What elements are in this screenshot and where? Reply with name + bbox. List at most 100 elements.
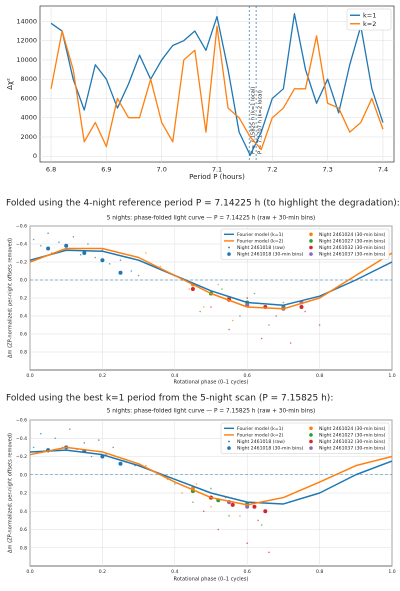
y-tick-label: −0.4 [16,242,27,248]
raw-point [97,439,100,441]
y-axis-label: Δχ² [6,78,14,90]
raw-point [79,254,82,256]
legend-swatch [309,245,313,250]
x-axis-label: Rotational phase (0–1 cycles) [174,380,249,386]
x-tick-label: 0.8 [316,569,323,575]
x-tick-label: 1.0 [388,373,395,379]
raw-point [40,432,42,435]
raw-point [257,519,259,522]
bin-point [64,243,69,248]
raw-point [108,263,111,265]
legend-swatch [309,252,313,256]
bin-point [118,461,123,466]
y-tick-label: −0.2 [16,454,27,460]
x-tick-label: 7.3 [322,166,332,174]
raw-point [228,328,230,331]
raw-point [40,245,42,247]
bin-point [46,246,51,251]
x-axis-label: Period P (hours) [189,173,245,181]
raw-point [192,501,194,503]
y-tick-label: 0 [33,152,37,160]
raw-point [260,524,263,526]
legend-label: Night 2461037 (30-min bins) [319,446,386,452]
legend-swatch [309,433,313,437]
y-tick-label: 2000 [20,133,37,141]
series-line [50,25,384,151]
raw-point [174,483,176,485]
y-tick-label: 0.8 [20,350,27,356]
legend-box [220,228,390,260]
raw-point [289,342,292,344]
x-tick-label: 0.6 [244,569,251,575]
raw-point [282,301,285,304]
raw-point [253,292,256,295]
bin-point [100,258,105,263]
y-tick-label: 10000 [16,56,37,64]
raw-point [318,324,321,326]
legend-label: Night 2461018 (raw) [237,245,285,251]
legend-label: Night 2461018 (raw) [237,439,285,445]
bin-point [230,502,235,507]
raw-point [268,551,270,554]
raw-point [210,487,212,490]
legend-swatch [227,252,231,256]
legend-label: Fourier model (k=1) [237,232,284,238]
x-tick-label: 1.0 [388,569,395,575]
y-tick-label: 0.2 [20,491,27,497]
raw-point [90,455,93,458]
raw-point [72,236,75,238]
legend-swatch [309,426,313,431]
series-line [50,13,384,156]
raw-point [210,306,212,308]
raw-point [195,483,198,485]
raw-point [275,315,277,317]
legend-swatch [309,439,313,444]
raw-point [145,252,147,254]
x-tick-label: 0.6 [244,373,251,379]
y-tick-label: 0.8 [20,545,27,551]
raw-point [145,464,147,467]
bin-point [252,504,257,509]
raw-point [87,243,89,245]
bin-point [245,504,250,509]
x-tick-label: 0.0 [26,373,33,379]
y-tick-label: 8000 [20,75,37,83]
raw-point [217,528,220,531]
y-tick-label: −0.4 [16,436,27,442]
raw-point [239,315,241,317]
raw-point [94,256,96,259]
raw-point [58,241,60,243]
chart-title: 5 nights: phase-folded light curve — P =… [107,409,316,415]
y-tick-label: 14000 [16,17,37,25]
raw-point [54,437,57,440]
series-line [29,449,393,505]
legend-swatch [228,246,230,249]
raw-point [217,283,220,286]
y-tick-label: 0.4 [20,509,27,515]
y-tick-label: 0.0 [20,278,27,284]
y-tick-label: 12000 [16,37,37,45]
x-tick-label: 6.8 [46,166,56,174]
x-tick-label: 0.4 [171,373,178,379]
x-tick-label: 0.0 [26,569,33,575]
y-tick-label: −0.2 [16,260,27,266]
x-tick-label: 6.9 [101,166,111,174]
raw-point [210,505,212,508]
bin-point [118,270,123,275]
bin-point [82,251,87,255]
legend-swatch [309,232,313,237]
raw-point [231,319,234,322]
legend-label: Night 2461032 (30-min bins) [319,245,386,251]
legend-label: Night 2461027 (30-min bins) [319,432,386,438]
raw-point [181,492,183,494]
legend-label: Night 2461024 (30-min bins) [319,232,386,238]
legend-label: Night 2461027 (30-min bins) [319,238,386,244]
x-tick-label: 7.2 [267,166,277,174]
raw-point [112,446,115,449]
annotation: P = 7.1707 h (k=2 local) [258,90,264,154]
legend-label: Night 2461018 (30-min bins) [237,446,304,452]
y-tick-label: 0.0 [20,472,27,478]
x-tick-label: 0.4 [171,569,178,575]
